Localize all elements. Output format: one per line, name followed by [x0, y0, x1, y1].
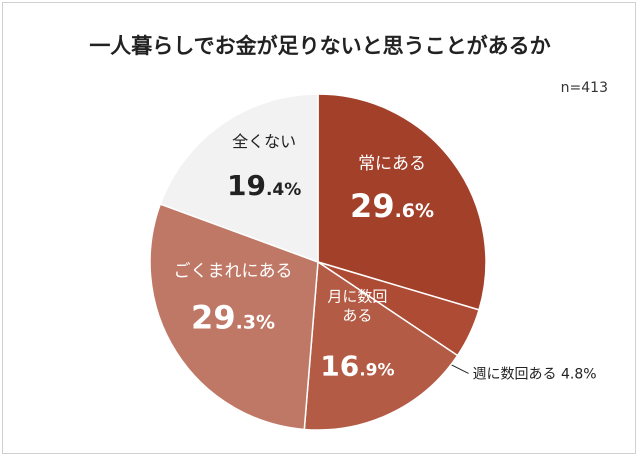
- slice-label-5: 全くない: [232, 132, 296, 151]
- slice-label-3: ある: [342, 307, 372, 325]
- slice-label-3: 月に数回: [327, 288, 387, 306]
- slice-value-1: 29.6%: [350, 187, 434, 225]
- slice-label-4: ごくまれにある: [174, 261, 293, 281]
- slice-value-4: 29.3%: [191, 298, 275, 336]
- slice-value-5: 19.4%: [227, 169, 301, 202]
- slice-label-2: 週に数回ある 4.8%: [473, 366, 597, 382]
- slice-label-1: 常にある: [358, 154, 426, 174]
- pie-slice-5: [159, 93, 319, 264]
- pie-slice-3: [303, 260, 459, 431]
- slice-value-3: 16.9%: [320, 350, 394, 383]
- sample-size-note: n=413: [560, 80, 608, 96]
- pie-slice-4: [149, 203, 319, 431]
- pie-slice-1: [317, 93, 487, 311]
- chart-title: 一人暮らしでお金が足りないと思うことがあるか: [89, 34, 551, 58]
